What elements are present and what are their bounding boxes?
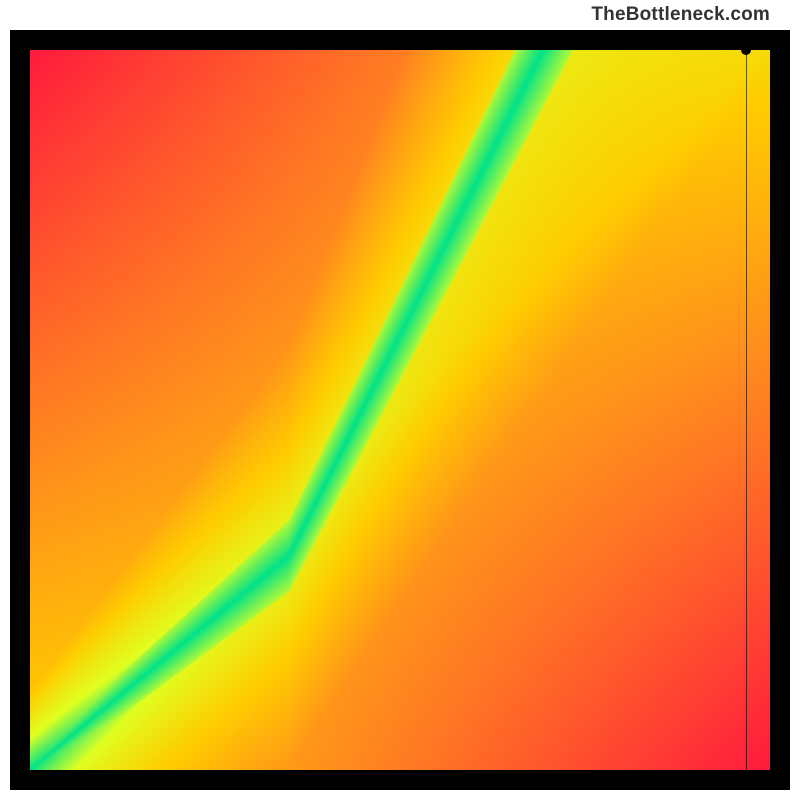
- chart-container: TheBottleneck.com: [0, 0, 800, 800]
- bottleneck-heatmap: [30, 50, 770, 770]
- marker-dot: [741, 45, 751, 55]
- chart-frame: [10, 30, 790, 790]
- vertical-reference-line: [746, 50, 747, 770]
- attribution-label: TheBottleneck.com: [591, 4, 770, 26]
